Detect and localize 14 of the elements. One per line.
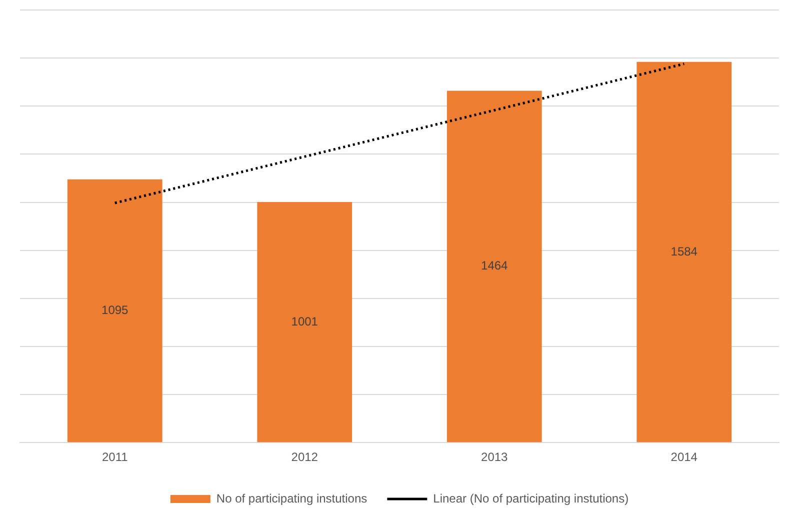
- x-tick-label: 2011: [102, 450, 128, 464]
- bar: [446, 90, 542, 442]
- bar: [257, 202, 352, 442]
- data-label: 1001: [291, 314, 318, 328]
- data-label: 1095: [102, 303, 129, 318]
- bar: [67, 179, 162, 442]
- data-label: 1584: [670, 244, 698, 258]
- x-tick-label: 2012: [291, 450, 318, 464]
- data-label: 1464: [481, 258, 508, 273]
- bar: [636, 62, 732, 442]
- legend-label: No of participating instutions: [216, 491, 368, 506]
- x-tick-label: 2013: [481, 450, 508, 464]
- legend-label: Linear (No of participating instutions): [433, 491, 629, 506]
- x-tick-label: 2014: [670, 450, 698, 464]
